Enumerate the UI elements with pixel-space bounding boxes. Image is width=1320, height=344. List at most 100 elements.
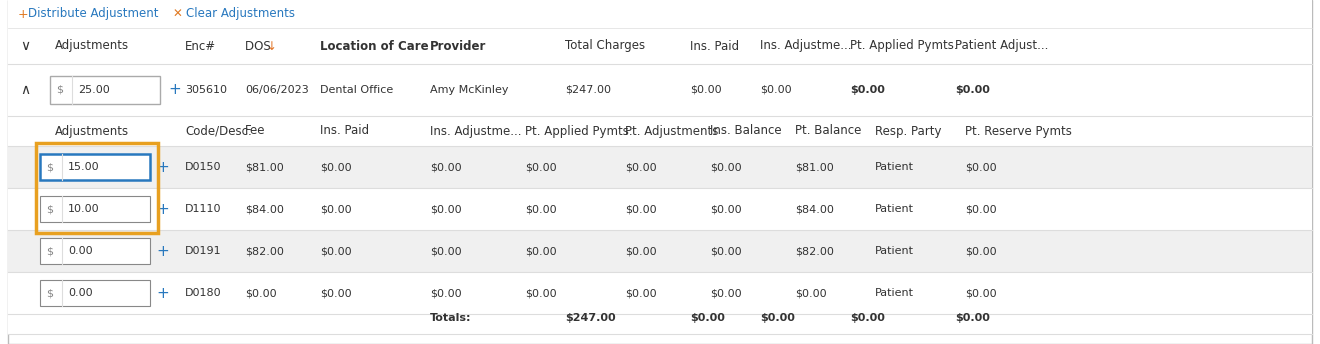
- Text: $: $: [46, 246, 53, 256]
- Text: $0.00: $0.00: [430, 162, 462, 172]
- Text: $82.00: $82.00: [246, 246, 284, 256]
- Text: ↓: ↓: [267, 40, 277, 53]
- Text: Fee: Fee: [246, 125, 265, 138]
- Text: Patient: Patient: [875, 162, 913, 172]
- Text: $0.00: $0.00: [319, 162, 351, 172]
- Text: D1110: D1110: [185, 204, 222, 214]
- Text: D0150: D0150: [185, 162, 222, 172]
- Text: $0.00: $0.00: [850, 313, 884, 323]
- Text: ∨: ∨: [20, 39, 30, 53]
- Text: $0.00: $0.00: [525, 162, 557, 172]
- Text: +: +: [18, 8, 29, 21]
- Text: $0.00: $0.00: [246, 288, 277, 298]
- Bar: [8, 302, 1312, 334]
- Text: Patient: Patient: [875, 204, 913, 214]
- Text: Adjustments: Adjustments: [55, 40, 129, 53]
- Text: $: $: [46, 204, 53, 214]
- Text: $0.00: $0.00: [710, 162, 742, 172]
- Bar: [8, 230, 1312, 272]
- Bar: [50, 76, 160, 104]
- Bar: [8, 116, 1312, 146]
- Bar: [40, 196, 150, 222]
- Bar: [8, 188, 1312, 230]
- Text: $0.00: $0.00: [795, 288, 826, 298]
- Text: $0.00: $0.00: [430, 204, 462, 214]
- Text: Total Charges: Total Charges: [565, 40, 645, 53]
- Text: Code/Desc.: Code/Desc.: [185, 125, 252, 138]
- Text: $0.00: $0.00: [710, 246, 742, 256]
- Text: $0.00: $0.00: [850, 85, 884, 95]
- Text: Distribute Adjustment: Distribute Adjustment: [28, 8, 158, 21]
- Text: Enc#: Enc#: [185, 40, 216, 53]
- Text: +: +: [156, 202, 169, 216]
- Bar: [36, 143, 158, 233]
- Text: $: $: [46, 288, 53, 298]
- Text: $: $: [55, 85, 63, 95]
- Text: $82.00: $82.00: [795, 246, 834, 256]
- Text: Patient Adjust...: Patient Adjust...: [954, 40, 1048, 53]
- Text: $0.00: $0.00: [624, 288, 656, 298]
- Text: 25.00: 25.00: [78, 85, 110, 95]
- Text: $84.00: $84.00: [246, 204, 284, 214]
- Text: Pt. Balance: Pt. Balance: [795, 125, 862, 138]
- Text: $247.00: $247.00: [565, 85, 611, 95]
- Text: Dental Office: Dental Office: [319, 85, 393, 95]
- Text: Ins. Paid: Ins. Paid: [690, 40, 739, 53]
- Text: Ins. Adjustme...: Ins. Adjustme...: [760, 40, 851, 53]
- Text: Pt. Reserve Pymts: Pt. Reserve Pymts: [965, 125, 1072, 138]
- Text: Patient: Patient: [875, 246, 913, 256]
- Text: Patient: Patient: [875, 288, 913, 298]
- Text: $0.00: $0.00: [710, 288, 742, 298]
- Bar: [8, 146, 1312, 188]
- Text: ✕: ✕: [173, 8, 183, 21]
- Text: $0.00: $0.00: [954, 313, 990, 323]
- Text: Location of Care: Location of Care: [319, 40, 429, 53]
- Text: $0.00: $0.00: [430, 246, 462, 256]
- Text: +: +: [168, 83, 181, 97]
- Text: 10.00: 10.00: [69, 204, 99, 214]
- Text: $0.00: $0.00: [319, 246, 351, 256]
- Text: $0.00: $0.00: [690, 313, 725, 323]
- Text: $0.00: $0.00: [624, 204, 656, 214]
- Text: Pt. Applied Pymts.: Pt. Applied Pymts.: [525, 125, 632, 138]
- Text: $0.00: $0.00: [525, 204, 557, 214]
- Text: $0.00: $0.00: [319, 204, 351, 214]
- Text: $0.00: $0.00: [760, 313, 795, 323]
- Bar: [8, 272, 1312, 314]
- Bar: [8, 28, 1312, 64]
- Text: Clear Adjustments: Clear Adjustments: [186, 8, 294, 21]
- Text: $84.00: $84.00: [795, 204, 834, 214]
- Text: Pt. Applied Pymts.: Pt. Applied Pymts.: [850, 40, 957, 53]
- Text: $0.00: $0.00: [954, 85, 990, 95]
- Text: $0.00: $0.00: [965, 162, 997, 172]
- Text: 305610: 305610: [185, 85, 227, 95]
- Bar: [40, 280, 150, 306]
- Text: $0.00: $0.00: [525, 246, 557, 256]
- Text: $0.00: $0.00: [624, 246, 656, 256]
- Text: 0.00: 0.00: [69, 288, 92, 298]
- Text: $0.00: $0.00: [710, 204, 742, 214]
- Text: $247.00: $247.00: [565, 313, 615, 323]
- Text: 0.00: 0.00: [69, 246, 92, 256]
- Bar: [8, 64, 1312, 116]
- Text: 15.00: 15.00: [69, 162, 99, 172]
- Text: D0180: D0180: [185, 288, 222, 298]
- Text: $0.00: $0.00: [624, 162, 656, 172]
- Text: $0.00: $0.00: [319, 288, 351, 298]
- Bar: [8, 0, 1312, 28]
- Text: $: $: [46, 162, 53, 172]
- Text: Ins. Adjustme...: Ins. Adjustme...: [430, 125, 521, 138]
- Text: $0.00: $0.00: [690, 85, 722, 95]
- Text: $81.00: $81.00: [795, 162, 834, 172]
- Text: $0.00: $0.00: [760, 85, 792, 95]
- Text: Adjustments: Adjustments: [55, 125, 129, 138]
- Text: DOS: DOS: [246, 40, 275, 53]
- Text: $0.00: $0.00: [965, 288, 997, 298]
- Text: 06/06/2023: 06/06/2023: [246, 85, 309, 95]
- Bar: [40, 238, 150, 264]
- Bar: [40, 154, 150, 180]
- Text: Ins. Paid: Ins. Paid: [319, 125, 370, 138]
- Text: $0.00: $0.00: [965, 246, 997, 256]
- Text: Provider: Provider: [430, 40, 486, 53]
- Text: +: +: [156, 244, 169, 258]
